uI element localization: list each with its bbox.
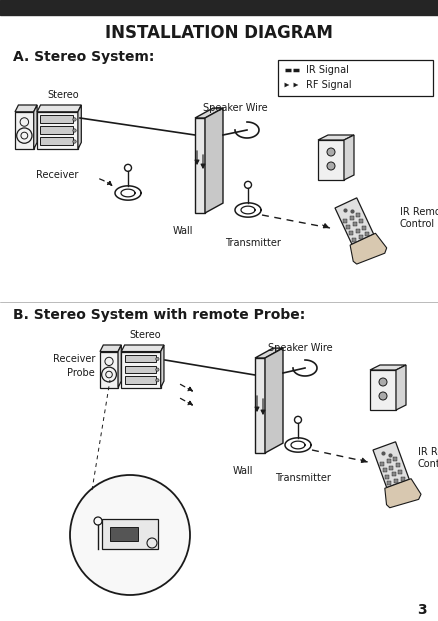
Bar	[346, 225, 350, 229]
Text: Receiver: Receiver	[36, 170, 78, 180]
Polygon shape	[317, 135, 353, 140]
Text: 3: 3	[416, 603, 426, 617]
Polygon shape	[384, 479, 420, 508]
Bar	[349, 232, 353, 235]
Circle shape	[73, 129, 76, 132]
Bar	[395, 463, 399, 468]
Circle shape	[70, 475, 190, 595]
Text: Probe: Probe	[67, 368, 95, 378]
Bar	[358, 219, 362, 223]
Polygon shape	[349, 233, 386, 264]
Polygon shape	[100, 351, 118, 388]
Text: IR Signal: IR Signal	[305, 65, 348, 75]
Circle shape	[378, 392, 386, 400]
Bar	[364, 232, 368, 236]
Bar	[277, 60, 432, 96]
Polygon shape	[254, 358, 265, 453]
Polygon shape	[34, 105, 37, 149]
Text: A. Stereo System:: A. Stereo System:	[13, 50, 154, 64]
Polygon shape	[37, 105, 81, 112]
Polygon shape	[372, 442, 408, 487]
Text: Wall: Wall	[232, 466, 253, 476]
Polygon shape	[317, 140, 343, 180]
Bar	[343, 219, 346, 223]
Bar	[349, 216, 353, 220]
Bar	[386, 481, 391, 486]
Bar	[355, 213, 359, 217]
Bar	[124, 376, 155, 384]
Polygon shape	[254, 348, 283, 358]
Polygon shape	[118, 345, 121, 388]
Bar	[389, 466, 392, 470]
Bar	[392, 457, 396, 461]
Text: Stereo: Stereo	[129, 330, 160, 340]
Polygon shape	[78, 105, 81, 149]
Circle shape	[378, 378, 386, 386]
Text: Transmitter: Transmitter	[225, 238, 280, 248]
Text: Speaker Wire: Speaker Wire	[267, 343, 332, 353]
Circle shape	[155, 368, 159, 371]
Text: Transmitter: Transmitter	[275, 473, 330, 483]
Bar	[40, 126, 73, 134]
Circle shape	[326, 162, 334, 170]
Bar	[40, 137, 73, 145]
Polygon shape	[37, 112, 78, 149]
Bar	[397, 470, 401, 474]
Bar	[399, 476, 404, 481]
Circle shape	[326, 148, 334, 156]
Circle shape	[155, 379, 159, 382]
Bar	[351, 238, 356, 242]
Circle shape	[155, 357, 159, 361]
Text: B. Stereo System with remote Probe:: B. Stereo System with remote Probe:	[13, 308, 304, 322]
Text: Receiver: Receiver	[53, 354, 95, 364]
Polygon shape	[369, 365, 405, 370]
Bar	[124, 355, 155, 362]
Circle shape	[73, 140, 76, 143]
Bar	[40, 116, 73, 123]
Bar	[124, 366, 155, 373]
Bar	[393, 479, 397, 483]
Bar	[361, 225, 365, 230]
Polygon shape	[343, 135, 353, 180]
Bar	[386, 460, 390, 463]
Polygon shape	[160, 345, 163, 388]
Text: Wall: Wall	[173, 226, 193, 236]
Text: Speaker Wire: Speaker Wire	[202, 103, 267, 113]
Polygon shape	[194, 108, 223, 118]
Text: INSTALLATION DIAGRAM: INSTALLATION DIAGRAM	[105, 24, 332, 42]
Polygon shape	[395, 365, 405, 410]
Bar	[382, 468, 386, 472]
Bar	[352, 222, 356, 226]
Circle shape	[73, 118, 76, 121]
Text: Stereo: Stereo	[47, 90, 79, 100]
Polygon shape	[121, 351, 160, 388]
Text: IR Remote
Control: IR Remote Control	[417, 447, 438, 469]
Polygon shape	[15, 105, 37, 112]
Polygon shape	[334, 198, 373, 244]
Bar	[384, 475, 388, 479]
Text: RF Signal: RF Signal	[305, 80, 351, 90]
Bar	[355, 229, 359, 232]
Polygon shape	[205, 108, 223, 213]
Bar	[391, 473, 395, 476]
Bar	[379, 461, 383, 466]
Polygon shape	[194, 118, 205, 213]
Bar	[110, 527, 138, 541]
Polygon shape	[100, 345, 121, 351]
Bar	[358, 235, 362, 239]
Polygon shape	[15, 112, 34, 149]
Bar	[102, 519, 158, 549]
Bar	[0, 0, 438, 15]
Polygon shape	[121, 345, 163, 351]
Text: IR Remote
Control: IR Remote Control	[399, 207, 438, 229]
Polygon shape	[265, 348, 283, 453]
Polygon shape	[369, 370, 395, 410]
